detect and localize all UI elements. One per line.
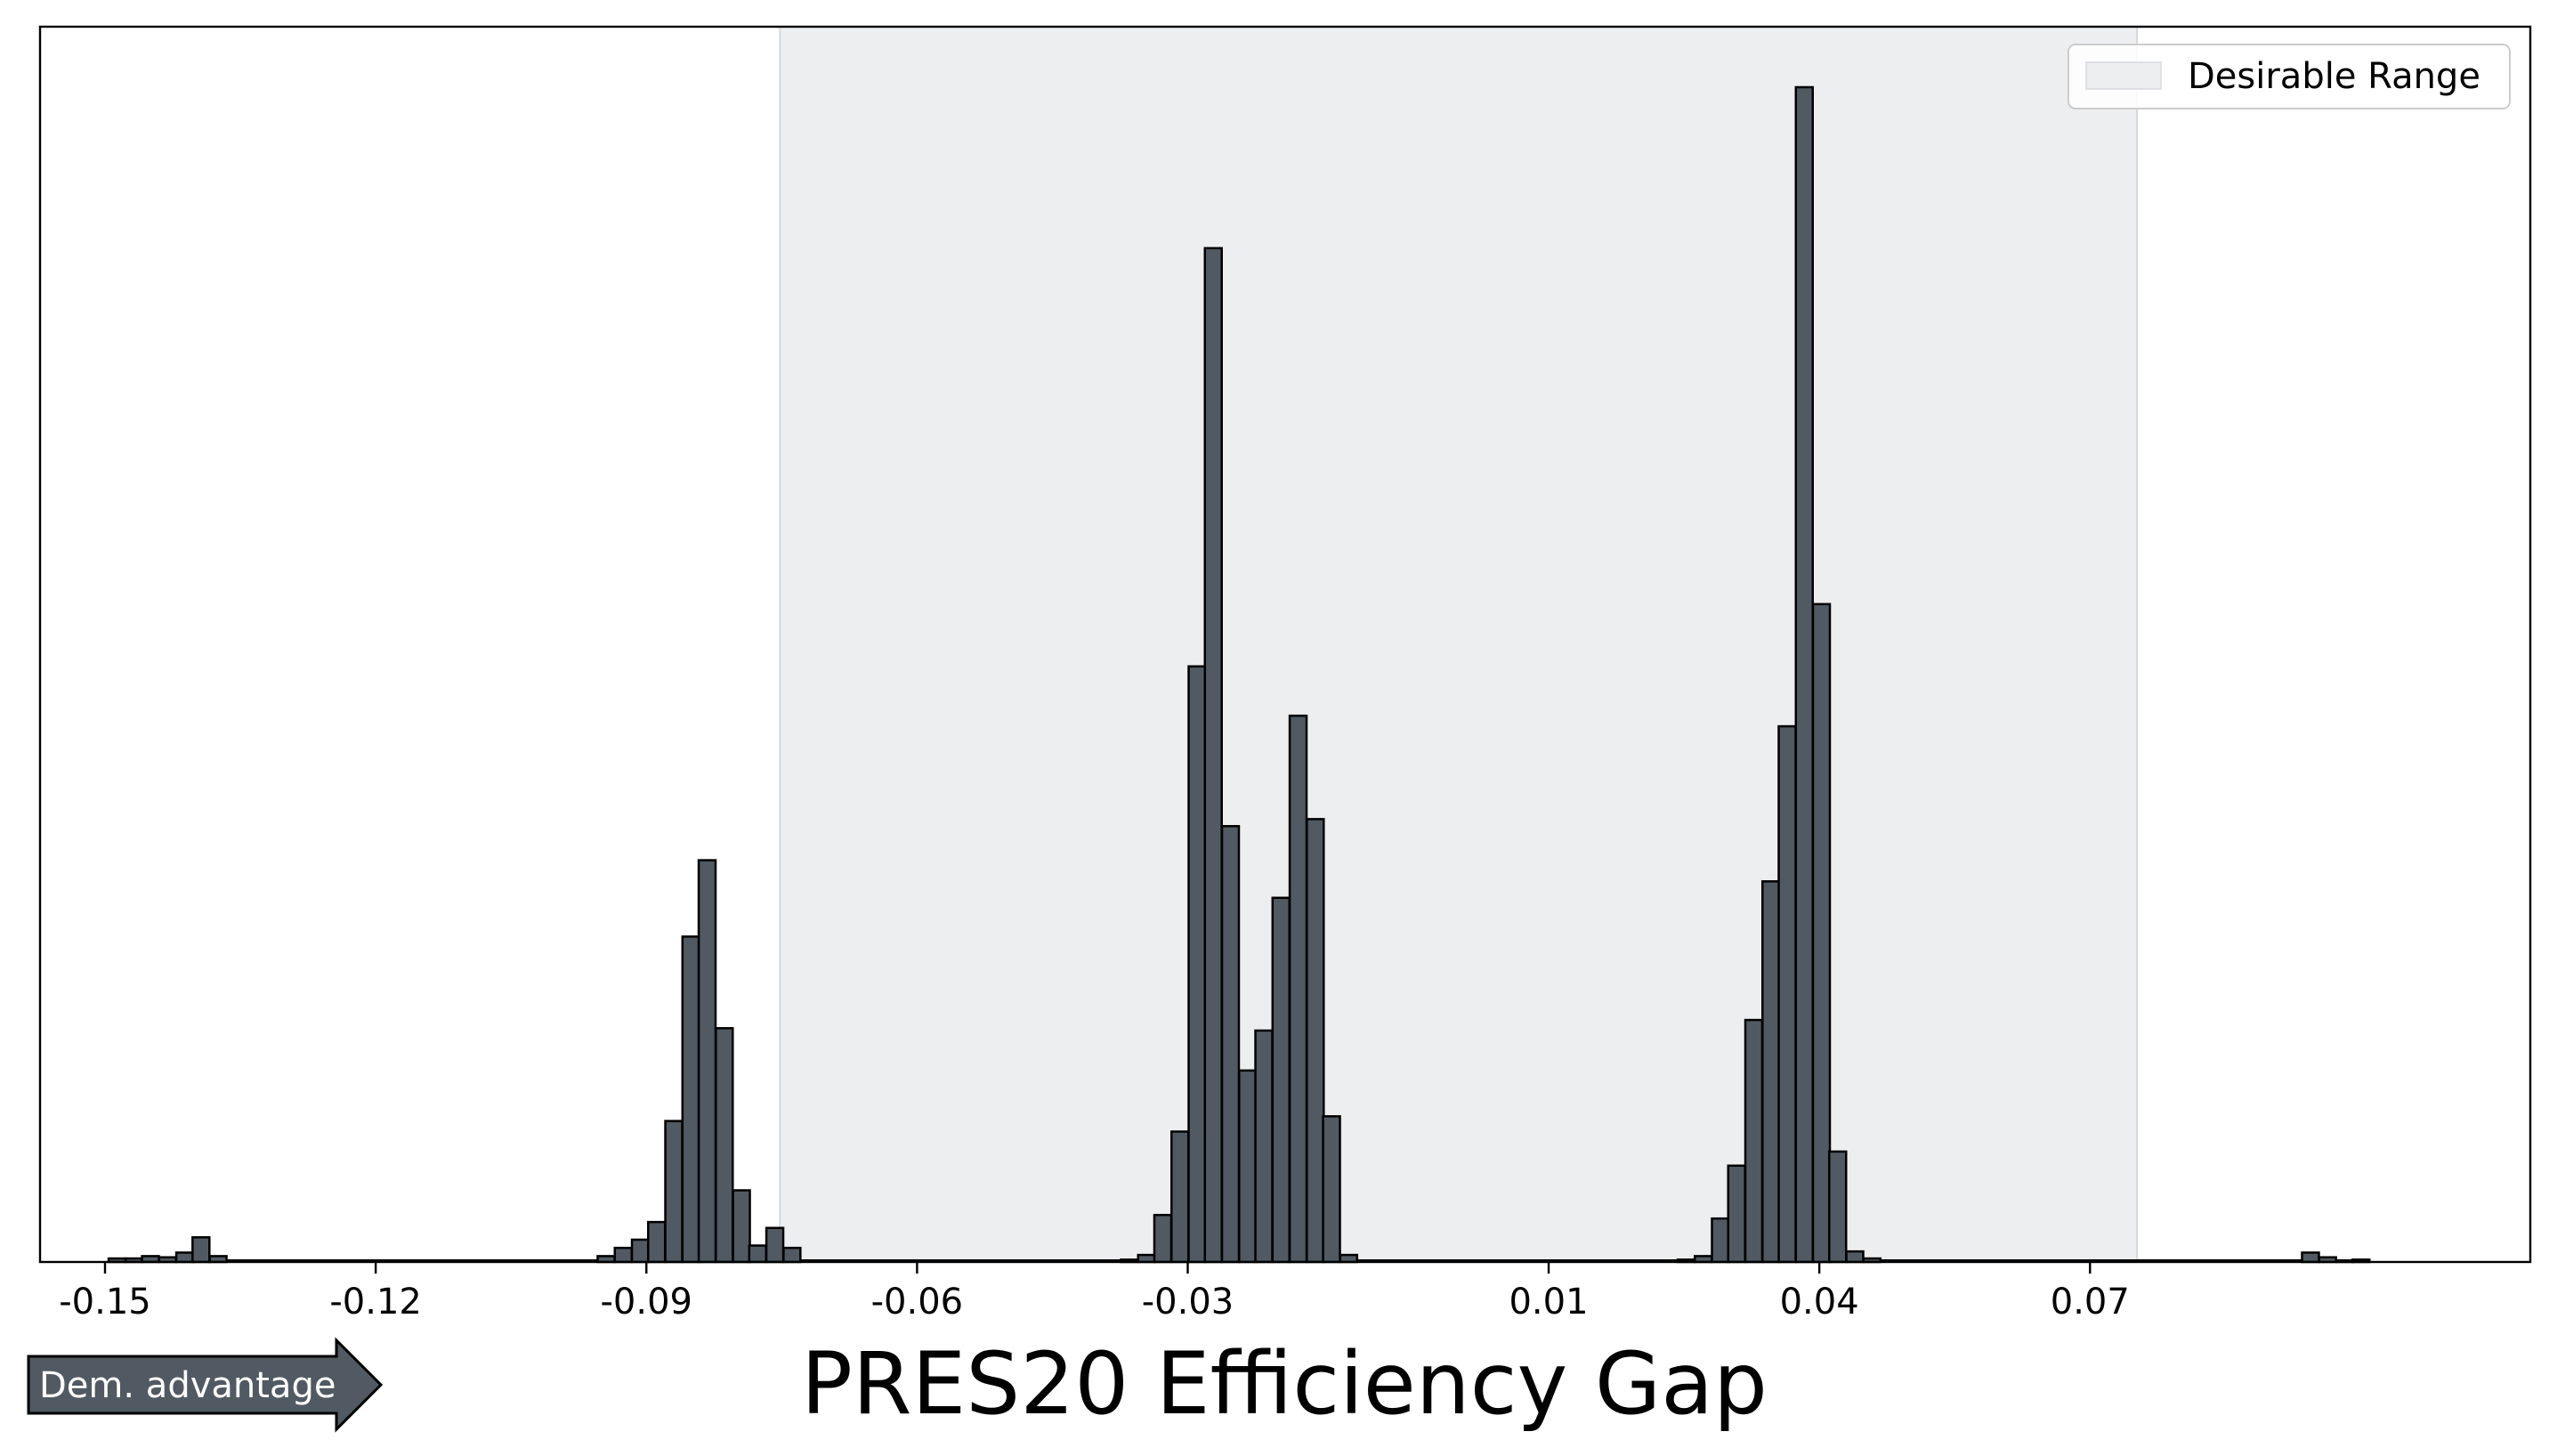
histogram-bar xyxy=(1322,1115,1341,1264)
histogram-bar xyxy=(697,859,717,1264)
histogram-bar xyxy=(681,935,701,1264)
histogram-bar xyxy=(647,1220,667,1264)
histogram-bar xyxy=(1254,1029,1274,1264)
x-tick-label: 0.07 xyxy=(2051,1282,2130,1323)
histogram-bar xyxy=(1811,603,1832,1264)
x-axis-ticks: -0.15 -0.12 -0.09 -0.06 -0.03 0.01 0.04 0.07 xyxy=(59,1262,2130,1323)
histogram-bar xyxy=(1761,880,1781,1264)
legend-swatch-desirable-range xyxy=(2085,61,2162,90)
histogram-bar xyxy=(1845,1250,1865,1264)
histogram-bar xyxy=(715,1027,734,1264)
arrow-label: Dem. advantage xyxy=(39,1365,336,1406)
x-tick-label: 0.01 xyxy=(1509,1282,1588,1323)
x-tick-label: -0.09 xyxy=(601,1282,693,1323)
histogram-bar xyxy=(782,1246,802,1264)
histogram-bar xyxy=(1220,825,1241,1264)
arrow-shape xyxy=(27,1337,384,1433)
histogram-bar xyxy=(1711,1217,1730,1264)
histogram-bar xyxy=(1727,1164,1746,1264)
legend: Desirable Range xyxy=(2068,44,2511,109)
axes-frame xyxy=(38,25,2532,1264)
x-tick-label: -0.12 xyxy=(329,1282,422,1323)
histogram-bar xyxy=(1238,1069,1258,1264)
legend-box xyxy=(2068,44,2511,109)
histogram-bar xyxy=(191,1236,211,1264)
legend-label-desirable-range: Desirable Range xyxy=(2188,56,2480,97)
x-tick-label: -0.06 xyxy=(871,1282,964,1323)
x-tick-label: -0.15 xyxy=(59,1282,151,1323)
histogram-bar xyxy=(1306,818,1325,1264)
histogram-bar xyxy=(1271,896,1291,1264)
histogram-bar xyxy=(732,1189,751,1264)
histogram-bar xyxy=(630,1238,651,1264)
histogram-bar xyxy=(1777,724,1797,1264)
histogram-bar xyxy=(664,1120,684,1264)
histogram-bar xyxy=(613,1246,633,1264)
histogram-bar xyxy=(1828,1150,1848,1264)
histogram-bar xyxy=(2301,1251,2320,1264)
x-axis-label: PRES20 Efficiency Gap xyxy=(801,1334,1768,1434)
histogram-bar xyxy=(1203,247,1223,1264)
x-tick-label: -0.03 xyxy=(1142,1282,1234,1323)
histogram-bar xyxy=(1153,1213,1173,1264)
desirable-range-band xyxy=(779,26,2138,1263)
histogram-bars xyxy=(107,85,2371,1264)
histogram-bar xyxy=(174,1251,195,1264)
x-tick-label: 0.04 xyxy=(1780,1282,1859,1323)
histogram-bar xyxy=(748,1244,768,1264)
histogram-bar xyxy=(765,1226,785,1264)
histogram-bar xyxy=(1288,714,1308,1264)
histogram-bar xyxy=(1187,665,1207,1264)
dem-advantage-arrow: Dem. advantage xyxy=(27,1337,384,1433)
desirable-range-layer xyxy=(779,26,2138,1263)
histogram-bar xyxy=(1794,85,1815,1264)
histogram-bar xyxy=(1744,1018,1764,1264)
histogram-bar xyxy=(1170,1130,1190,1264)
